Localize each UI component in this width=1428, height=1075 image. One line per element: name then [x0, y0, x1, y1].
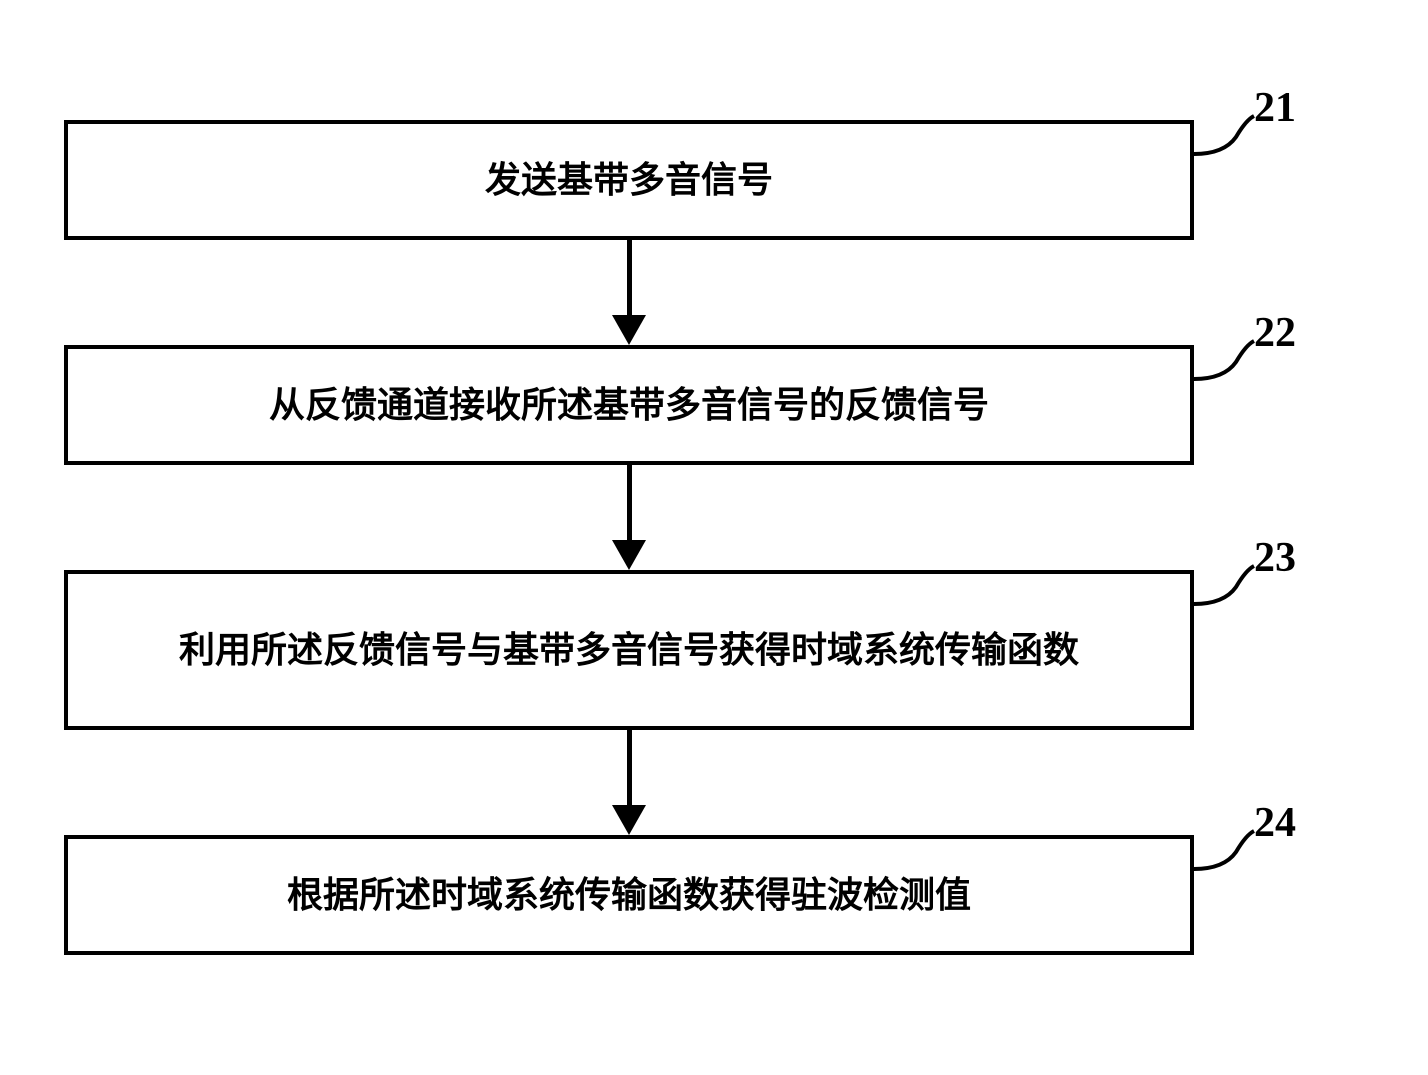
arrow-line	[627, 240, 632, 318]
step-label-23: 23	[1254, 534, 1296, 582]
step-row-22: 从反馈通道接收所述基带多音信号的反馈信号 22	[64, 345, 1364, 465]
step-label-24: 24	[1254, 799, 1296, 847]
step-box-22: 从反馈通道接收所述基带多音信号的反馈信号	[64, 345, 1194, 465]
flowchart-container: 发送基带多音信号 21 从反馈通道接收所述基带多音信号的反馈信号 22	[64, 120, 1364, 955]
arrow-21-22	[64, 240, 1194, 345]
arrow-head	[612, 315, 646, 345]
arrow-head	[612, 805, 646, 835]
step-box-24: 根据所述时域系统传输函数获得驻波检测值	[64, 835, 1194, 955]
step-text-21: 发送基带多音信号	[485, 153, 773, 207]
arrow-line	[627, 730, 632, 808]
step-row-23: 利用所述反馈信号与基带多音信号获得时域系统传输函数 23	[64, 570, 1364, 730]
step-text-24: 根据所述时域系统传输函数获得驻波检测值	[287, 868, 971, 922]
step-row-24: 根据所述时域系统传输函数获得驻波检测值 24	[64, 835, 1364, 955]
step-box-23: 利用所述反馈信号与基带多音信号获得时域系统传输函数	[64, 570, 1194, 730]
step-label-21: 21	[1254, 84, 1296, 132]
arrow-23-24	[64, 730, 1194, 835]
step-box-21: 发送基带多音信号	[64, 120, 1194, 240]
step-row-21: 发送基带多音信号 21	[64, 120, 1364, 240]
step-text-22: 从反馈通道接收所述基带多音信号的反馈信号	[269, 378, 989, 432]
arrow-head	[612, 540, 646, 570]
step-text-23: 利用所述反馈信号与基带多音信号获得时域系统传输函数	[179, 623, 1079, 677]
arrow-line	[627, 465, 632, 543]
step-label-22: 22	[1254, 309, 1296, 357]
arrow-22-23	[64, 465, 1194, 570]
